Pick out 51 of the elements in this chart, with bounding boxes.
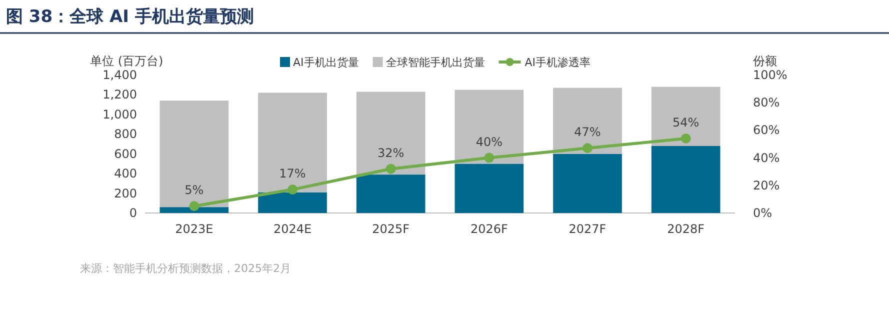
x-tick-label: 2028F xyxy=(667,222,705,236)
y2-axis-title: 份额 xyxy=(753,54,777,68)
bar xyxy=(160,207,229,213)
point xyxy=(680,133,691,144)
x-tick-label: 2023E xyxy=(175,222,214,236)
data-label: 54% xyxy=(672,115,700,130)
y-tick-label: 600 xyxy=(114,146,137,161)
y2-tick-label: 40% xyxy=(753,150,780,165)
x-tick-label: 2025F xyxy=(372,222,410,236)
data-label: 5% xyxy=(184,183,204,198)
bar xyxy=(651,86,720,146)
y-tick-label: 400 xyxy=(114,166,137,181)
point xyxy=(484,152,494,163)
x-tick-label: 2026F xyxy=(470,222,508,236)
bar xyxy=(651,146,720,213)
x-tick-label: 2024E xyxy=(273,222,312,236)
data-label: 47% xyxy=(574,125,601,140)
data-label: 32% xyxy=(377,146,404,160)
bar xyxy=(356,92,426,175)
legend-label: 全球智能手机出货量 xyxy=(386,56,485,69)
data-label: 17% xyxy=(279,166,306,181)
bar xyxy=(356,174,426,213)
point xyxy=(386,164,396,174)
point xyxy=(288,184,298,195)
point xyxy=(189,201,200,212)
y-axis-title: 单位 (百万台) xyxy=(90,54,164,68)
legend-label: AI手机渗透率 xyxy=(524,56,591,69)
bar xyxy=(160,100,229,208)
y2-tick-label: 100% xyxy=(753,68,788,82)
y-tick-label: 200 xyxy=(114,186,137,200)
y-tick-label: 0 xyxy=(129,206,137,220)
point xyxy=(582,143,592,154)
y-tick-label: 800 xyxy=(114,127,137,142)
bar xyxy=(553,88,622,154)
bar xyxy=(454,164,524,213)
data-label: 40% xyxy=(476,134,503,149)
x-tick-label: 2027F xyxy=(568,222,606,236)
y2-tick-label: 80% xyxy=(753,96,780,110)
y2-tick-label: 60% xyxy=(753,123,780,138)
bar xyxy=(258,92,327,192)
y-tick-label: 1,200 xyxy=(102,88,137,102)
chart-title: 图 38：全球 AI 手机出货量预测 xyxy=(6,7,254,27)
bar xyxy=(454,90,524,164)
bar xyxy=(258,192,327,213)
y2-tick-label: 0% xyxy=(753,206,772,220)
legend-label: AI手机出货量 xyxy=(293,56,359,69)
source-note: 来源：智能手机分析预测数据，2025年2月 xyxy=(80,262,291,275)
bar xyxy=(553,154,622,213)
y-tick-label: 1,000 xyxy=(102,107,137,122)
y-tick-label: 1,400 xyxy=(102,68,137,82)
y2-tick-label: 20% xyxy=(753,178,780,192)
